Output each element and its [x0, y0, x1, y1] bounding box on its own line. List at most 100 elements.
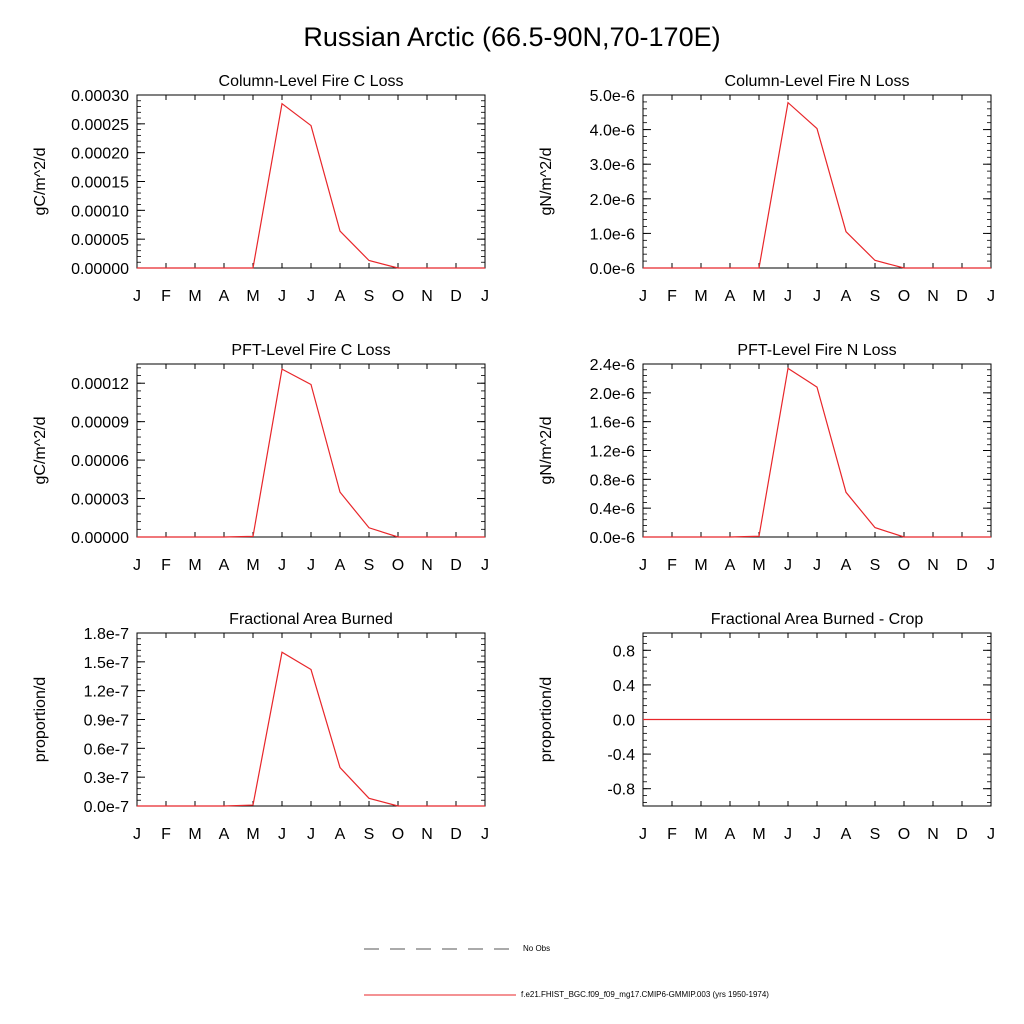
- plot-frame: [642, 363, 992, 538]
- x-tick-label: A: [219, 557, 230, 574]
- y-tick-label: 2.4e-6: [590, 357, 635, 374]
- x-tick-label: A: [219, 826, 230, 843]
- y-tick-label: 1.6e-6: [590, 415, 635, 432]
- x-tick-label: J: [133, 557, 141, 574]
- x-tick-label: N: [927, 288, 939, 305]
- y-tick-label: 1.5e-7: [84, 655, 129, 672]
- x-tick-label: J: [481, 288, 489, 305]
- plot-frame: [642, 94, 992, 269]
- x-tick-label: J: [639, 557, 647, 574]
- y-tick-label: 0.00020: [71, 146, 129, 163]
- x-tick-label: N: [927, 557, 939, 574]
- x-tick-label: F: [667, 557, 677, 574]
- y-tick-label: 0.00025: [71, 117, 129, 134]
- x-tick-label: J: [133, 288, 141, 305]
- y-tick-label: 1.8e-7: [84, 626, 129, 643]
- x-tick-label: A: [725, 288, 736, 305]
- x-tick-label: D: [450, 826, 462, 843]
- chart-panel-6: Fractional Area Burned - Crop proportion/…: [538, 611, 995, 843]
- plot-frame: [136, 94, 486, 269]
- x-tick-label: S: [364, 826, 375, 843]
- x-tick-label: O: [898, 288, 910, 305]
- series-line-model: [137, 102, 485, 269]
- y-tick-label: 0.00015: [71, 175, 129, 192]
- series-line-model: [137, 368, 485, 538]
- panel-title: PFT-Level Fire N Loss: [737, 342, 896, 359]
- x-tick-label: J: [639, 288, 647, 305]
- x-tick-label: D: [956, 288, 968, 305]
- x-tick-label: O: [392, 557, 404, 574]
- x-tick-label: J: [639, 826, 647, 843]
- x-tick-label: A: [335, 288, 346, 305]
- x-tick-label: M: [694, 826, 707, 843]
- y-tick-label: 0.6e-7: [84, 741, 129, 758]
- x-tick-label: M: [752, 557, 765, 574]
- x-tick-label: J: [278, 288, 286, 305]
- y-tick-label: 0.00005: [71, 232, 129, 249]
- x-tick-label: S: [870, 826, 881, 843]
- x-tick-label: J: [481, 826, 489, 843]
- x-tick-label: M: [188, 288, 201, 305]
- x-tick-label: M: [246, 826, 259, 843]
- panel-title: Fractional Area Burned: [229, 611, 393, 628]
- y-tick-label: 0.0e-7: [84, 799, 129, 816]
- x-tick-label: D: [956, 826, 968, 843]
- y-tick-label: 0.4e-6: [590, 501, 635, 518]
- x-tick-label: N: [421, 557, 433, 574]
- y-tick-label: 0.0e-6: [590, 261, 635, 278]
- y-axis-label: gN/m^2/d: [538, 148, 555, 216]
- y-axis-label: gC/m^2/d: [32, 148, 49, 216]
- x-tick-label: O: [898, 826, 910, 843]
- page-title: Russian Arctic (66.5-90N,70-170E): [303, 22, 721, 52]
- x-tick-label: J: [987, 557, 995, 574]
- series-line-model: [137, 651, 485, 807]
- y-tick-label: 0.00030: [71, 88, 129, 105]
- x-tick-label: M: [694, 557, 707, 574]
- x-tick-label: M: [188, 826, 201, 843]
- x-tick-label: J: [307, 288, 315, 305]
- y-axis-label: gN/m^2/d: [538, 417, 555, 485]
- legend-model-label: f.e21.FHIST_BGC.f09_f09_mg17.CMIP6-GMMIP…: [521, 990, 769, 999]
- plot-frame: [136, 632, 486, 807]
- y-tick-label: 0.00000: [71, 261, 129, 278]
- legend-obs-label: No Obs: [523, 944, 551, 953]
- x-tick-label: A: [841, 288, 852, 305]
- y-tick-label: 0.0e-6: [590, 530, 635, 547]
- x-tick-label: M: [694, 288, 707, 305]
- x-tick-label: J: [133, 826, 141, 843]
- x-tick-label: M: [246, 288, 259, 305]
- x-tick-label: F: [161, 826, 171, 843]
- x-tick-label: J: [278, 557, 286, 574]
- y-tick-label: 2.0e-6: [590, 386, 635, 403]
- x-tick-label: J: [307, 826, 315, 843]
- x-tick-label: N: [421, 288, 433, 305]
- y-tick-label: 4.0e-6: [590, 123, 635, 140]
- x-tick-label: A: [841, 557, 852, 574]
- x-tick-label: O: [392, 288, 404, 305]
- x-tick-label: J: [784, 557, 792, 574]
- y-tick-label: 1.2e-7: [84, 684, 129, 701]
- y-tick-label: 2.0e-6: [590, 192, 635, 209]
- y-tick-label: 0.00009: [71, 415, 129, 432]
- x-tick-label: M: [752, 288, 765, 305]
- x-tick-label: J: [278, 826, 286, 843]
- y-tick-label: 0.3e-7: [84, 770, 129, 787]
- panel-title: Fractional Area Burned - Crop: [711, 611, 924, 628]
- x-tick-label: M: [188, 557, 201, 574]
- x-tick-label: O: [392, 826, 404, 843]
- x-tick-label: J: [987, 826, 995, 843]
- x-tick-label: J: [813, 826, 821, 843]
- y-axis-label: proportion/d: [538, 677, 555, 762]
- x-tick-label: S: [364, 557, 375, 574]
- y-axis-label: gC/m^2/d: [32, 417, 49, 485]
- series-line-model: [643, 101, 991, 269]
- x-tick-label: A: [219, 288, 230, 305]
- y-tick-label: 0.00012: [71, 376, 129, 393]
- x-tick-label: J: [813, 288, 821, 305]
- x-tick-label: F: [667, 288, 677, 305]
